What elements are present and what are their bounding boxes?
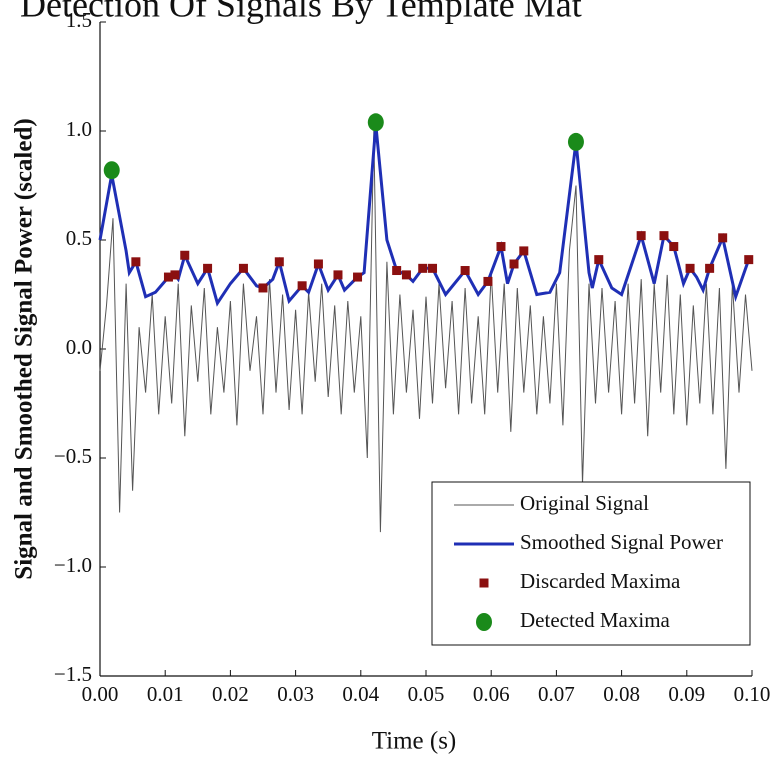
y-tick-label: 1.5 bbox=[66, 8, 92, 32]
discarded-maximum bbox=[163, 272, 173, 282]
discarded-maximum bbox=[705, 263, 715, 273]
discarded-maximum bbox=[594, 255, 604, 265]
x-tick-label: 0.07 bbox=[538, 682, 575, 706]
legend-swatch bbox=[476, 613, 492, 631]
y-tick-label: 1.0 bbox=[66, 117, 92, 141]
legend-label: Detected Maxima bbox=[520, 608, 671, 632]
legend-swatch bbox=[479, 578, 489, 588]
detected-maximum bbox=[567, 132, 584, 151]
x-tick-label: 0.04 bbox=[342, 682, 379, 706]
discarded-maximum bbox=[460, 266, 470, 276]
discarded-maximum bbox=[636, 231, 646, 241]
y-axis-label: Signal and Smoothed Signal Power (scaled… bbox=[11, 118, 38, 579]
discarded-maximum bbox=[180, 250, 190, 260]
discarded-maximum bbox=[353, 272, 363, 282]
discarded-maximum bbox=[718, 233, 728, 243]
discarded-maximum bbox=[509, 259, 519, 269]
y-tick-label: −1.0 bbox=[54, 553, 92, 577]
discarded-maximum bbox=[333, 270, 343, 280]
y-tick-label: −0.5 bbox=[54, 444, 92, 468]
y-tick-label: 0.0 bbox=[66, 335, 92, 359]
discarded-maximum bbox=[401, 270, 411, 280]
discarded-maximum bbox=[659, 231, 669, 241]
discarded-maximum bbox=[418, 263, 428, 273]
discarded-maximum bbox=[392, 266, 402, 276]
x-tick-label: 0.06 bbox=[473, 682, 510, 706]
discarded-maximum bbox=[238, 263, 248, 273]
legend-label: Discarded Maxima bbox=[520, 569, 681, 593]
x-tick-label: 0.03 bbox=[277, 682, 314, 706]
discarded-maximum bbox=[170, 270, 180, 280]
discarded-maximum bbox=[685, 263, 695, 273]
y-tick-label: 0.5 bbox=[66, 226, 92, 250]
x-tick-label: 0.09 bbox=[668, 682, 705, 706]
x-tick-label: 0.01 bbox=[147, 682, 184, 706]
series-line bbox=[99, 130, 753, 533]
x-tick-label: 0.10 bbox=[734, 682, 771, 706]
discarded-maximum bbox=[496, 242, 506, 252]
series-line bbox=[98, 124, 753, 307]
discarded-maximum bbox=[203, 263, 213, 273]
x-tick-label: 0.05 bbox=[408, 682, 445, 706]
x-tick-label: 0.08 bbox=[603, 682, 640, 706]
discarded-maximum bbox=[297, 281, 307, 291]
discarded-maximum bbox=[131, 257, 141, 267]
legend-label: Smoothed Signal Power bbox=[520, 530, 723, 554]
x-tick-label: 0.00 bbox=[82, 682, 119, 706]
discarded-maximum bbox=[519, 246, 529, 256]
legend-label: Original Signal bbox=[520, 491, 649, 515]
discarded-maximum bbox=[483, 276, 493, 286]
discarded-maximum bbox=[274, 257, 284, 267]
x-tick-label: 0.02 bbox=[212, 682, 249, 706]
discarded-maximum bbox=[428, 263, 438, 273]
discarded-maximum bbox=[744, 255, 754, 265]
discarded-maximum bbox=[313, 259, 323, 269]
discarded-maximum bbox=[669, 242, 679, 252]
detected-maximum bbox=[367, 113, 384, 132]
discarded-maximum bbox=[258, 283, 268, 293]
detected-maximum bbox=[103, 161, 120, 180]
y-tick-label: −1.5 bbox=[54, 662, 92, 686]
x-axis-label: Time (s) bbox=[372, 728, 457, 755]
chart-title: Detection Of Signals By Template Mat bbox=[20, 0, 582, 24]
